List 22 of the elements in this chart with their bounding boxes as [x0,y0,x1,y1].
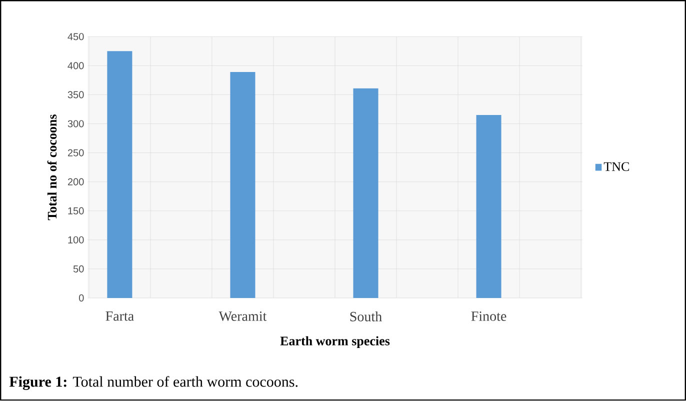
y-tick-label: 300 [68,120,84,128]
x-axis-title: Earth worm species [280,336,390,348]
bar [230,72,256,298]
y-tick-label: 200 [68,178,84,186]
bar [353,88,378,298]
text: Figure 1: Total number of earth worm cocoons. [9,376,298,390]
legend-label: TNC [604,162,629,172]
x-tick-label: South [350,312,382,322]
y-tick-label: 0 [78,294,84,302]
x-tick-label: Weramit [218,312,267,322]
y-axis-title: Total no of cocoons [47,114,57,220]
y-tick-label: 150 [68,207,84,215]
x-tick-label: Finote [471,312,506,322]
y-tick-label: 450 [68,33,84,40]
bar [476,115,502,298]
y-tick-label: 250 [68,149,84,156]
y-tick-label: 350 [68,91,84,98]
x-tick-label: Farta [106,312,134,321]
y-tick-label: 50 [73,266,84,273]
y-tick-label: 400 [68,62,84,70]
bar [107,51,132,298]
y-tick-label: 100 [68,236,84,244]
